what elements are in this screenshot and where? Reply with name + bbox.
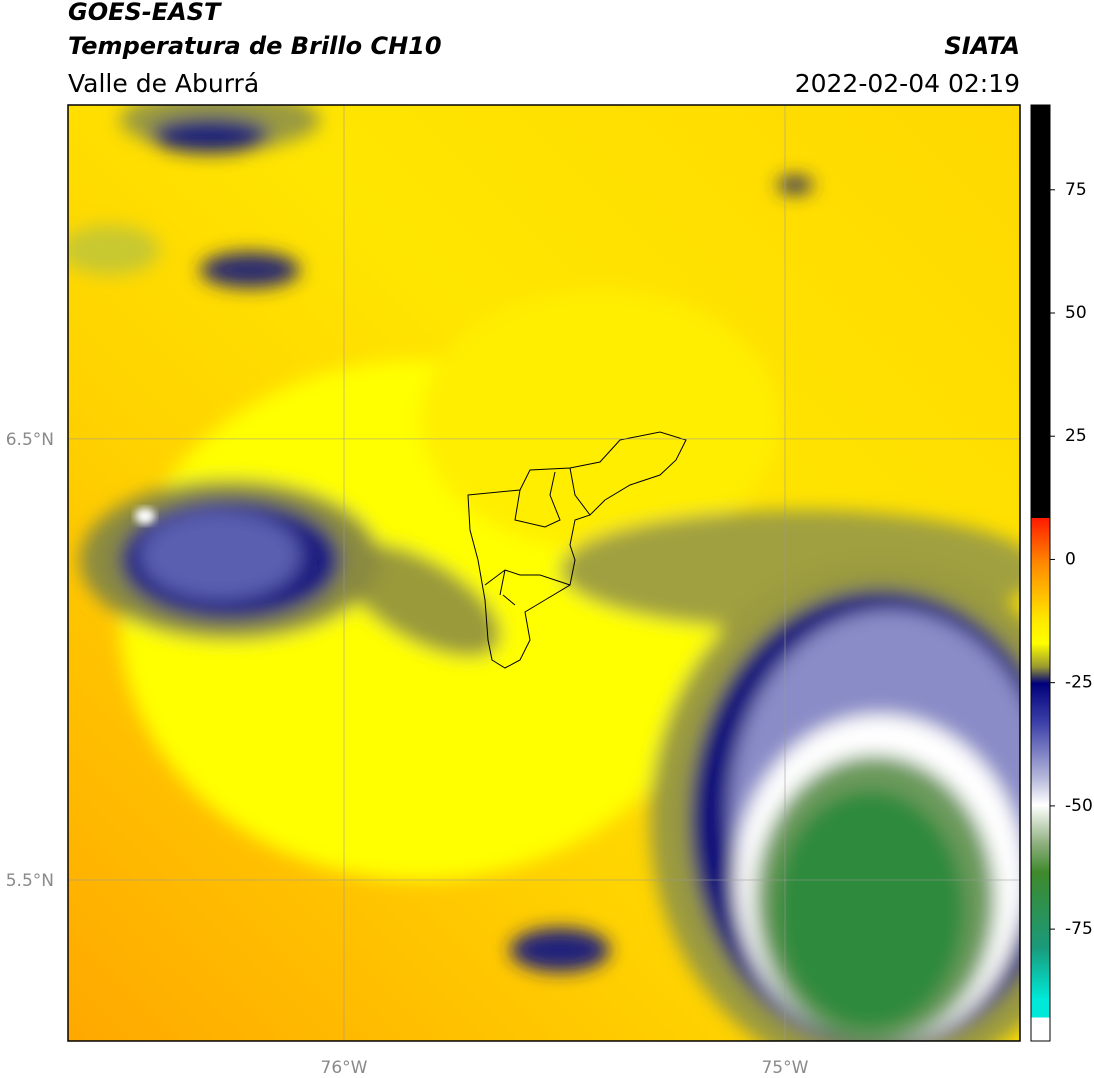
lat-label: 6.5°N <box>6 430 54 450</box>
boundary <box>467 431 687 669</box>
colorbar <box>1030 104 1051 1042</box>
map-frame <box>67 104 1021 1042</box>
colorbar-tick-label: -25 <box>1065 673 1093 693</box>
subtitle: Temperatura de Brillo CH10 <box>68 32 442 60</box>
graticule: 76°W 75°W 6.5°N 5.5°N <box>6 105 1020 1078</box>
region: Valle de Aburrá <box>68 69 259 98</box>
cold-spot <box>135 508 155 524</box>
lat-label: 5.5°N <box>6 871 54 891</box>
colorbar-tick-label: 25 <box>1065 426 1087 446</box>
colorbar-tick-label: 0 <box>1065 549 1076 569</box>
colorbar-tick-label: -50 <box>1065 796 1093 816</box>
title: GOES-EAST <box>68 0 222 26</box>
colorbar-tick-label: 50 <box>1065 303 1087 323</box>
colorbar-ticks: 75 50 25 0 -25 -50 -75 <box>1050 180 1093 939</box>
cloud-field <box>68 105 1020 1041</box>
colorbar-tick-label: -75 <box>1065 919 1093 939</box>
source: SIATA <box>944 32 1020 60</box>
map <box>68 105 1020 1041</box>
lon-label: 76°W <box>321 1058 368 1078</box>
lon-label: 75°W <box>761 1058 808 1078</box>
colorbar-tick-label: 75 <box>1065 180 1087 200</box>
datetime: 2022-02-04 02:19 <box>795 69 1020 98</box>
